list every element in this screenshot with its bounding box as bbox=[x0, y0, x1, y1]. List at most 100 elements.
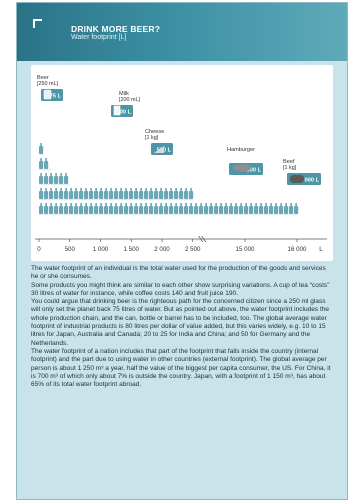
bottle-4-38 bbox=[229, 203, 234, 214]
bottle-3-10 bbox=[89, 188, 94, 199]
bottle-0-0 bbox=[39, 143, 44, 154]
bottle-4-23 bbox=[154, 203, 159, 214]
bottle-4-10 bbox=[89, 203, 94, 214]
x-tick-label-4: 2 000 bbox=[154, 246, 170, 253]
value-label-1: 200 L bbox=[117, 110, 132, 116]
x-tick-label-0: 0 bbox=[37, 246, 41, 253]
x-tick-label-7: 16 000 bbox=[288, 246, 307, 253]
value-label-4: 16 000 L bbox=[297, 178, 320, 184]
bottle-4-31 bbox=[194, 203, 199, 214]
bottle-4-33 bbox=[204, 203, 209, 214]
item-label-1: Milk bbox=[119, 91, 129, 97]
cheese-wedge-icon bbox=[154, 146, 164, 153]
bottle-4-17 bbox=[124, 203, 129, 214]
bottle-4-34 bbox=[209, 203, 214, 214]
bottle-1-0 bbox=[39, 158, 44, 169]
bottle-4-28 bbox=[179, 203, 184, 214]
item-label-4: Beef bbox=[283, 159, 295, 165]
milk-carton-icon bbox=[113, 105, 121, 116]
bottle-3-5 bbox=[64, 188, 69, 199]
bottle-4-29 bbox=[184, 203, 189, 214]
bottle-4-0 bbox=[39, 203, 44, 214]
corner-mark-icon bbox=[33, 19, 42, 28]
bottle-3-22 bbox=[149, 188, 154, 199]
bottle-3-28 bbox=[179, 188, 184, 199]
bottle-4-25 bbox=[164, 203, 169, 214]
value-label-2: 500 L bbox=[157, 148, 172, 154]
bottle-3-26 bbox=[169, 188, 174, 199]
x-tick-label-3: 1 500 bbox=[124, 246, 140, 253]
bottle-4-9 bbox=[84, 203, 89, 214]
bottle-3-7 bbox=[74, 188, 79, 199]
infographic-poster: DRINK MORE BEER? Water footprint [L] 0 50… bbox=[16, 2, 348, 500]
bottle-4-35 bbox=[214, 203, 219, 214]
bottle-4-42 bbox=[249, 203, 254, 214]
bottle-4-4 bbox=[59, 203, 64, 214]
bottle-4-15 bbox=[114, 203, 119, 214]
x-axis-unit-label: L bbox=[319, 246, 323, 253]
bottle-3-11 bbox=[94, 188, 99, 199]
bottle-3-30 bbox=[189, 188, 194, 199]
item-sublabel-1: [200 mL] bbox=[119, 97, 140, 103]
bottle-2-5 bbox=[64, 173, 69, 184]
bottle-4-24 bbox=[159, 203, 164, 214]
x-tick-label-2: 1 000 bbox=[93, 246, 109, 253]
bottle-3-8 bbox=[79, 188, 84, 199]
bottle-3-17 bbox=[124, 188, 129, 199]
bottle-4-19 bbox=[134, 203, 139, 214]
paragraph-4: The water footprint of a nation includes… bbox=[31, 347, 331, 389]
bottle-3-6 bbox=[69, 188, 74, 199]
bottle-3-27 bbox=[174, 188, 179, 199]
page-title: DRINK MORE BEER? bbox=[71, 24, 161, 34]
value-label-3: 2 500 L bbox=[242, 168, 262, 174]
item-label-2: Cheese bbox=[145, 129, 164, 135]
bottle-2-1 bbox=[44, 173, 49, 184]
bottle-4-50 bbox=[289, 203, 294, 214]
bar-2 bbox=[39, 184, 70, 186]
x-tick-label-5: 2 500 bbox=[185, 246, 201, 253]
bottle-4-43 bbox=[254, 203, 259, 214]
bottle-3-18 bbox=[129, 188, 134, 199]
bottle-3-0 bbox=[39, 188, 44, 199]
axis-break-mark-2 bbox=[201, 235, 207, 243]
bottle-4-8 bbox=[79, 203, 84, 214]
bottle-4-21 bbox=[144, 203, 149, 214]
item-sublabel-4: [1 kg] bbox=[283, 165, 297, 171]
bottle-4-46 bbox=[269, 203, 274, 214]
bottle-4-45 bbox=[264, 203, 269, 214]
item-sublabel-0: [250 mL] bbox=[37, 81, 58, 87]
x-tick-label-1: 500 bbox=[65, 246, 76, 253]
bottle-4-14 bbox=[109, 203, 114, 214]
bottle-3-24 bbox=[159, 188, 164, 199]
bottle-4-30 bbox=[189, 203, 194, 214]
bottle-3-29 bbox=[184, 188, 189, 199]
bottle-4-18 bbox=[129, 203, 134, 214]
bottle-3-15 bbox=[114, 188, 119, 199]
bar-1 bbox=[39, 169, 52, 171]
water-footprint-chart: 0 500 1 000 1 500 2 000 2 500 15 000 16 000 L Bee… bbox=[35, 75, 327, 253]
bottle-4-37 bbox=[224, 203, 229, 214]
bar-3 bbox=[39, 199, 193, 201]
bottle-4-20 bbox=[139, 203, 144, 214]
bar-0 bbox=[39, 154, 44, 156]
bottle-4-7 bbox=[74, 203, 79, 214]
item-sublabel-2: [1 kg] bbox=[145, 135, 159, 141]
bottle-2-2 bbox=[49, 173, 54, 184]
bottle-3-9 bbox=[84, 188, 89, 199]
bottle-4-51 bbox=[294, 203, 299, 214]
item-label-0: Beer bbox=[37, 75, 49, 81]
value-label-0: 75 L bbox=[50, 94, 62, 100]
bottle-4-3 bbox=[54, 203, 59, 214]
bottle-2-3 bbox=[54, 173, 59, 184]
body-text: The water footprint of an individual is … bbox=[31, 265, 333, 389]
axis-break-mark-1 bbox=[198, 235, 204, 243]
hamburger-icon bbox=[233, 164, 251, 172]
paragraph-2: Some products you might think are simila… bbox=[31, 281, 330, 297]
bottle-1-1 bbox=[44, 158, 49, 169]
bottle-4-32 bbox=[199, 203, 204, 214]
x-tick-label-6: 15 000 bbox=[236, 246, 255, 253]
bottle-4-5 bbox=[64, 203, 69, 214]
bottle-4-26 bbox=[169, 203, 174, 214]
bottle-4-6 bbox=[69, 203, 74, 214]
bottle-3-2 bbox=[49, 188, 54, 199]
